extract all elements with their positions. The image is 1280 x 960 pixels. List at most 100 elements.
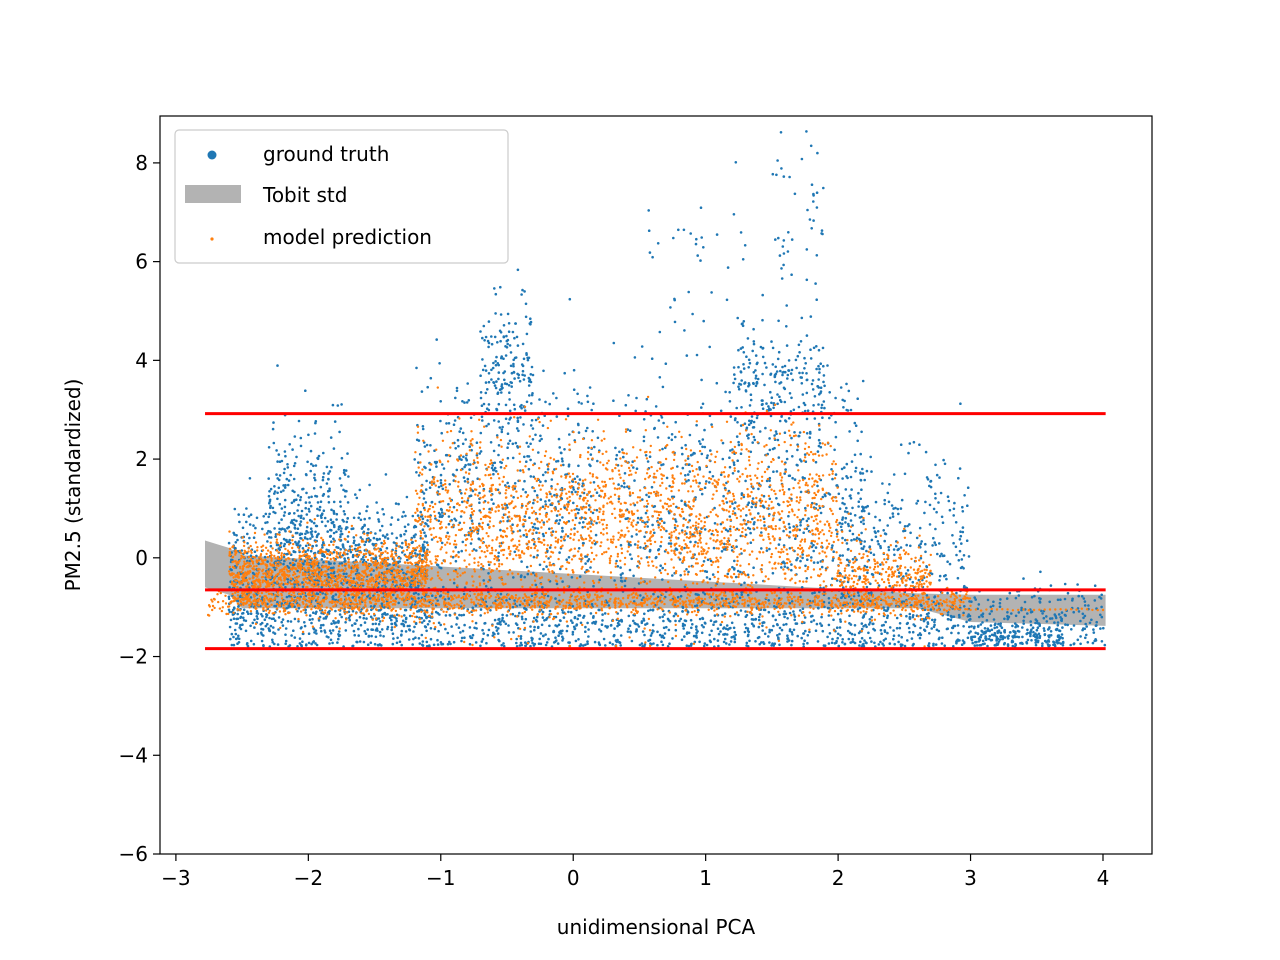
ground-truth-point bbox=[425, 443, 429, 447]
ground-truth-point bbox=[602, 637, 606, 641]
ground-truth-point bbox=[1077, 594, 1080, 598]
ground-truth-point bbox=[413, 524, 417, 528]
ground-truth-point bbox=[474, 604, 478, 607]
ground-truth-point bbox=[790, 396, 793, 400]
ground-truth-point bbox=[293, 617, 297, 621]
ground-truth-point bbox=[330, 540, 333, 543]
ground-truth-point bbox=[238, 595, 242, 599]
ground-truth-point bbox=[907, 451, 910, 455]
ground-truth-point bbox=[598, 628, 601, 631]
ground-truth-point bbox=[406, 558, 409, 562]
ground-truth-point bbox=[436, 643, 440, 646]
ground-truth-point bbox=[390, 516, 394, 519]
ground-truth-point bbox=[1029, 632, 1032, 636]
ground-truth-point bbox=[623, 472, 627, 475]
ground-truth-point bbox=[938, 554, 942, 558]
ground-truth-point bbox=[228, 625, 232, 629]
ground-truth-point bbox=[680, 638, 684, 642]
ground-truth-point bbox=[709, 640, 712, 644]
ground-truth-point bbox=[1041, 612, 1044, 615]
ground-truth-point bbox=[284, 639, 288, 643]
ground-truth-point bbox=[613, 633, 616, 637]
ground-truth-point bbox=[917, 633, 920, 637]
ground-truth-point bbox=[567, 610, 570, 614]
ground-truth-point bbox=[388, 563, 391, 566]
ground-truth-point bbox=[751, 349, 754, 353]
ground-truth-point bbox=[968, 600, 971, 603]
ground-truth-point bbox=[338, 634, 342, 637]
ground-truth-point bbox=[958, 467, 962, 470]
ground-truth-point bbox=[421, 528, 425, 531]
ground-truth-point bbox=[578, 575, 582, 578]
ground-truth-point bbox=[893, 642, 896, 646]
ground-truth-point bbox=[383, 611, 387, 615]
ground-truth-point bbox=[294, 540, 297, 544]
ground-truth-point bbox=[297, 419, 301, 423]
ground-truth-point bbox=[319, 514, 323, 517]
ground-truth-point bbox=[277, 616, 281, 619]
ground-truth-point bbox=[1048, 626, 1051, 629]
ground-truth-point bbox=[372, 543, 376, 547]
ground-truth-point bbox=[688, 433, 692, 437]
ground-truth-point bbox=[521, 369, 525, 373]
ground-truth-point bbox=[728, 643, 731, 646]
ground-truth-point bbox=[809, 357, 813, 360]
ground-truth-point bbox=[776, 623, 779, 627]
ground-truth-point bbox=[961, 526, 965, 529]
ground-truth-point bbox=[319, 485, 323, 489]
ground-truth-point bbox=[301, 487, 304, 491]
ground-truth-point bbox=[805, 372, 808, 375]
ground-truth-point bbox=[300, 643, 303, 647]
ground-truth-point bbox=[768, 628, 771, 632]
ground-truth-point bbox=[1014, 632, 1017, 635]
ground-truth-point bbox=[492, 449, 496, 453]
ground-truth-point bbox=[320, 520, 324, 524]
ground-truth-point bbox=[794, 358, 798, 362]
ground-truth-point bbox=[776, 634, 779, 637]
ground-truth-point bbox=[245, 507, 248, 510]
ground-truth-point bbox=[500, 430, 504, 434]
ground-truth-point bbox=[498, 329, 502, 333]
ground-truth-point bbox=[786, 637, 789, 641]
ground-truth-point bbox=[511, 456, 515, 460]
ground-truth-point bbox=[360, 608, 363, 611]
ground-truth-point bbox=[694, 625, 698, 628]
ground-truth-point bbox=[696, 593, 699, 596]
ground-truth-point bbox=[736, 421, 739, 424]
ground-truth-point bbox=[911, 615, 915, 619]
ground-truth-point bbox=[237, 634, 240, 638]
ground-truth-point bbox=[883, 629, 887, 632]
ground-truth-point bbox=[388, 616, 392, 620]
ground-truth-point bbox=[555, 639, 558, 642]
ground-truth-point bbox=[469, 542, 473, 545]
ground-truth-point bbox=[293, 435, 297, 438]
ground-truth-point bbox=[667, 628, 671, 632]
ground-truth-point bbox=[802, 531, 805, 534]
ground-truth-point bbox=[826, 606, 830, 610]
ground-truth-point bbox=[500, 391, 503, 394]
ground-truth-point bbox=[452, 505, 456, 509]
ground-truth-point bbox=[337, 528, 341, 531]
ground-truth-point bbox=[698, 640, 701, 644]
ground-truth-point bbox=[786, 373, 790, 377]
ground-truth-point bbox=[660, 416, 664, 419]
ground-truth-point bbox=[437, 519, 441, 523]
ground-truth-point bbox=[338, 613, 342, 616]
ground-truth-point bbox=[340, 527, 343, 530]
ground-truth-point bbox=[946, 591, 949, 595]
ground-truth-point bbox=[701, 438, 705, 441]
ground-truth-point bbox=[940, 515, 944, 519]
ground-truth-point bbox=[268, 501, 271, 505]
ground-truth-point bbox=[278, 502, 282, 506]
ground-truth-point bbox=[801, 517, 805, 521]
ground-truth-point bbox=[641, 630, 645, 633]
ground-truth-point bbox=[947, 499, 951, 503]
ground-truth-point bbox=[810, 620, 813, 624]
ground-truth-point bbox=[702, 591, 705, 594]
ground-truth-point bbox=[560, 535, 563, 539]
ground-truth-point bbox=[604, 624, 607, 628]
ground-truth-point bbox=[645, 397, 649, 401]
ground-truth-point bbox=[254, 526, 257, 530]
ground-truth-point bbox=[749, 393, 753, 397]
ground-truth-point bbox=[818, 371, 821, 374]
